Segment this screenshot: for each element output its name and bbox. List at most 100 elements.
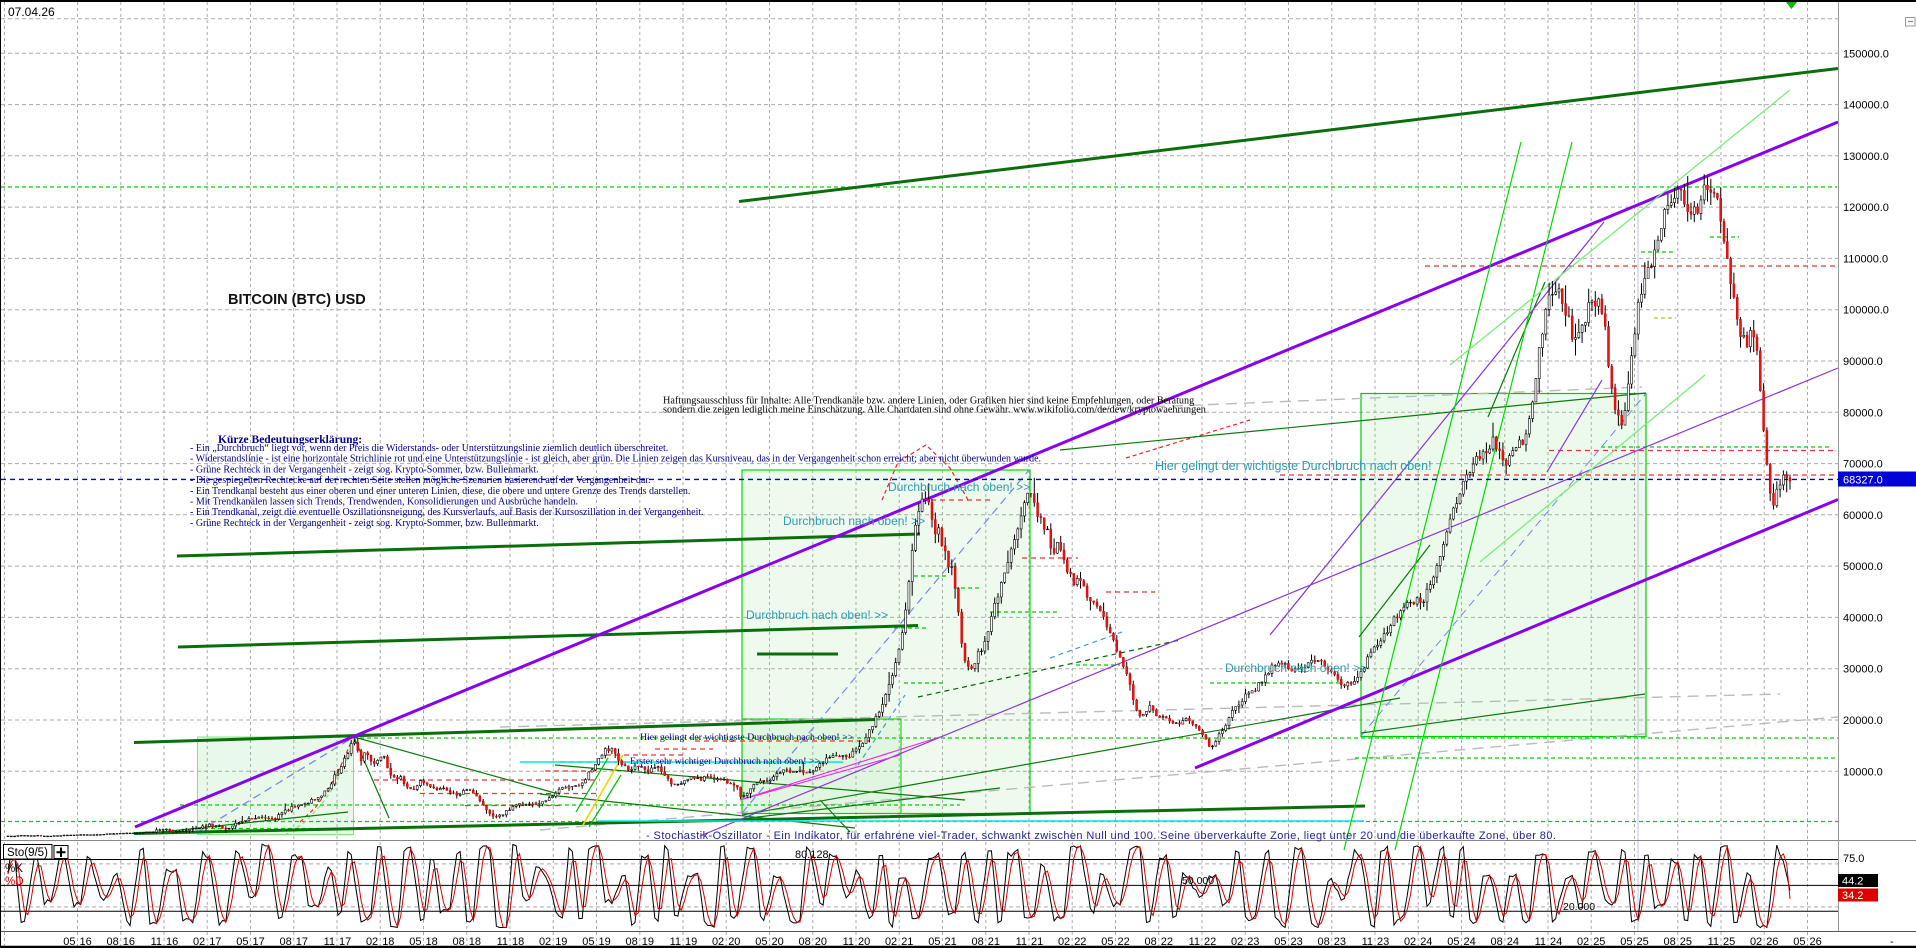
svg-text:130000.0: 130000.0	[1843, 151, 1889, 163]
svg-text:05: 05	[1793, 936, 1805, 948]
svg-text:Hier gelingt der wichtigste Du: Hier gelingt der wichtigste Durchbruch n…	[1155, 459, 1432, 473]
svg-text:22: 22	[1118, 936, 1130, 948]
svg-text:02: 02	[366, 936, 378, 948]
svg-text:24: 24	[1550, 936, 1562, 948]
svg-text:- Ein „Durchbruch“ liegt vor,: - Ein „Durchbruch“ liegt vor, wenn der P…	[190, 443, 668, 454]
svg-text:05: 05	[1274, 936, 1286, 948]
svg-text:11: 11	[151, 936, 162, 948]
svg-text:Erster sehr wichtiger Durchbru: Erster sehr wichtiger Durchbruch nach ob…	[630, 756, 821, 767]
svg-text:150000.0: 150000.0	[1843, 48, 1889, 60]
svg-text:17: 17	[253, 936, 265, 948]
svg-text:20: 20	[772, 936, 784, 948]
svg-text:16: 16	[80, 936, 92, 948]
svg-text:05: 05	[755, 936, 767, 948]
svg-text:02: 02	[1404, 936, 1416, 948]
svg-text:44.2: 44.2	[1842, 876, 1863, 888]
svg-text:08: 08	[1491, 936, 1503, 948]
svg-text:07.04.26: 07.04.26	[8, 5, 55, 19]
svg-text:08: 08	[799, 936, 811, 948]
svg-text:24: 24	[1420, 936, 1432, 948]
svg-text:20: 20	[728, 936, 740, 948]
svg-text:05: 05	[1447, 936, 1459, 948]
svg-text:19: 19	[685, 936, 697, 948]
svg-text:120000.0: 120000.0	[1843, 202, 1889, 214]
svg-text:05: 05	[1101, 936, 1113, 948]
svg-text:18: 18	[512, 936, 524, 948]
svg-text:21: 21	[901, 936, 913, 948]
svg-text:02: 02	[193, 936, 205, 948]
svg-text:10000.0: 10000.0	[1843, 766, 1883, 778]
svg-text:25: 25	[1637, 936, 1649, 948]
svg-text:08: 08	[1318, 936, 1330, 948]
svg-text:- Die gespiegelten Rechtecke a: - Die gespiegelten Rechtecke auf der rec…	[190, 475, 651, 486]
svg-text:26: 26	[1810, 936, 1822, 948]
svg-text:40000.0: 40000.0	[1843, 612, 1883, 624]
svg-text:90000.0: 90000.0	[1843, 356, 1883, 368]
svg-text:08: 08	[626, 936, 638, 948]
svg-text:34.2: 34.2	[1842, 890, 1863, 902]
svg-text:Kürze Bedeutungserklärung:: Kürze Bedeutungserklärung:	[218, 434, 362, 446]
svg-text:18: 18	[382, 936, 394, 948]
svg-text:- Widerstandslinie - ist eine: - Widerstandslinie - ist eine horizontal…	[190, 454, 1041, 465]
svg-text:17: 17	[339, 936, 351, 948]
svg-text:20.000: 20.000	[1563, 901, 1595, 913]
svg-text:80000.0: 80000.0	[1843, 407, 1883, 419]
svg-text:Durchbruch nach oben! >>: Durchbruch nach oben! >>	[1225, 661, 1367, 675]
svg-text:18: 18	[426, 936, 438, 948]
svg-text:- Stochastik-Oszillator - Ein: - Stochastik-Oszillator - Ein Indikator,…	[646, 830, 1556, 842]
svg-text:- Mit Trendkanälen lassen sich: - Mit Trendkanälen lassen sich Trends, T…	[190, 497, 578, 508]
svg-text:21: 21	[988, 936, 1000, 948]
svg-text:02: 02	[1231, 936, 1243, 948]
svg-text:02: 02	[1750, 936, 1762, 948]
svg-text:11: 11	[1189, 936, 1200, 948]
svg-text:24: 24	[1464, 936, 1476, 948]
svg-text:- Grüne Rechteck in der Vergan: - Grüne Rechteck in der Vergangenheit - …	[190, 518, 539, 529]
svg-text:02: 02	[1577, 936, 1589, 948]
svg-text:23: 23	[1291, 936, 1303, 948]
svg-text:11: 11	[1362, 936, 1373, 948]
svg-text:17: 17	[296, 936, 308, 948]
svg-text:19: 19	[555, 936, 567, 948]
svg-text:140000.0: 140000.0	[1843, 100, 1889, 112]
svg-text:16: 16	[166, 936, 178, 948]
svg-text:19: 19	[642, 936, 654, 948]
svg-text:- Grüne Rechteck in der Vergan: - Grüne Rechteck in der Vergangenheit - …	[190, 464, 539, 475]
svg-text:08: 08	[453, 936, 465, 948]
svg-text:18: 18	[469, 936, 481, 948]
svg-text:08: 08	[1145, 936, 1157, 948]
svg-text:%D: %D	[5, 876, 24, 888]
svg-text:23: 23	[1334, 936, 1346, 948]
svg-text:50000.0: 50000.0	[1843, 561, 1883, 573]
svg-text:BITCOIN (BTC) USD: BITCOIN (BTC) USD	[228, 292, 366, 308]
svg-text:25: 25	[1593, 936, 1605, 948]
svg-text:25: 25	[1723, 936, 1735, 948]
svg-text:%K: %K	[5, 863, 23, 875]
svg-text:11: 11	[1535, 936, 1546, 948]
svg-text:22: 22	[1074, 936, 1086, 948]
svg-text:11: 11	[324, 936, 335, 948]
svg-text:20000.0: 20000.0	[1843, 715, 1883, 727]
svg-text:08: 08	[280, 936, 292, 948]
svg-text:sondern die zeigen lediglich m: sondern die zeigen lediglich meine Einsc…	[663, 405, 1206, 416]
svg-text:02: 02	[885, 936, 897, 948]
svg-text:11: 11	[1016, 936, 1027, 948]
svg-text:70000.0: 70000.0	[1843, 459, 1883, 471]
svg-text:20: 20	[815, 936, 827, 948]
svg-text:50.000: 50.000	[1182, 875, 1214, 887]
svg-text:05: 05	[236, 936, 248, 948]
svg-text:Durchbruch nach oben! >>: Durchbruch nach oben! >>	[746, 608, 888, 622]
svg-text:60000.0: 60000.0	[1843, 510, 1883, 522]
svg-text:- Ein Trendkanal besteht aus e: - Ein Trendkanal besteht aus einer obere…	[190, 486, 690, 497]
svg-text:25: 25	[1680, 936, 1692, 948]
svg-text:68327.0: 68327.0	[1843, 475, 1883, 487]
svg-text:21: 21	[945, 936, 957, 948]
svg-text:22: 22	[1204, 936, 1216, 948]
svg-text:08: 08	[107, 936, 119, 948]
svg-text:23: 23	[1377, 936, 1389, 948]
svg-text:Sto(9/5): Sto(9/5)	[7, 847, 48, 859]
svg-text:08: 08	[972, 936, 984, 948]
svg-text:05: 05	[582, 936, 594, 948]
svg-text:Haftungsausschluss für Inhalte: Haftungsausschluss für Inhalte: Alle Tre…	[663, 396, 1194, 407]
svg-text:26: 26	[1766, 936, 1778, 948]
svg-text:11: 11	[1708, 936, 1719, 948]
